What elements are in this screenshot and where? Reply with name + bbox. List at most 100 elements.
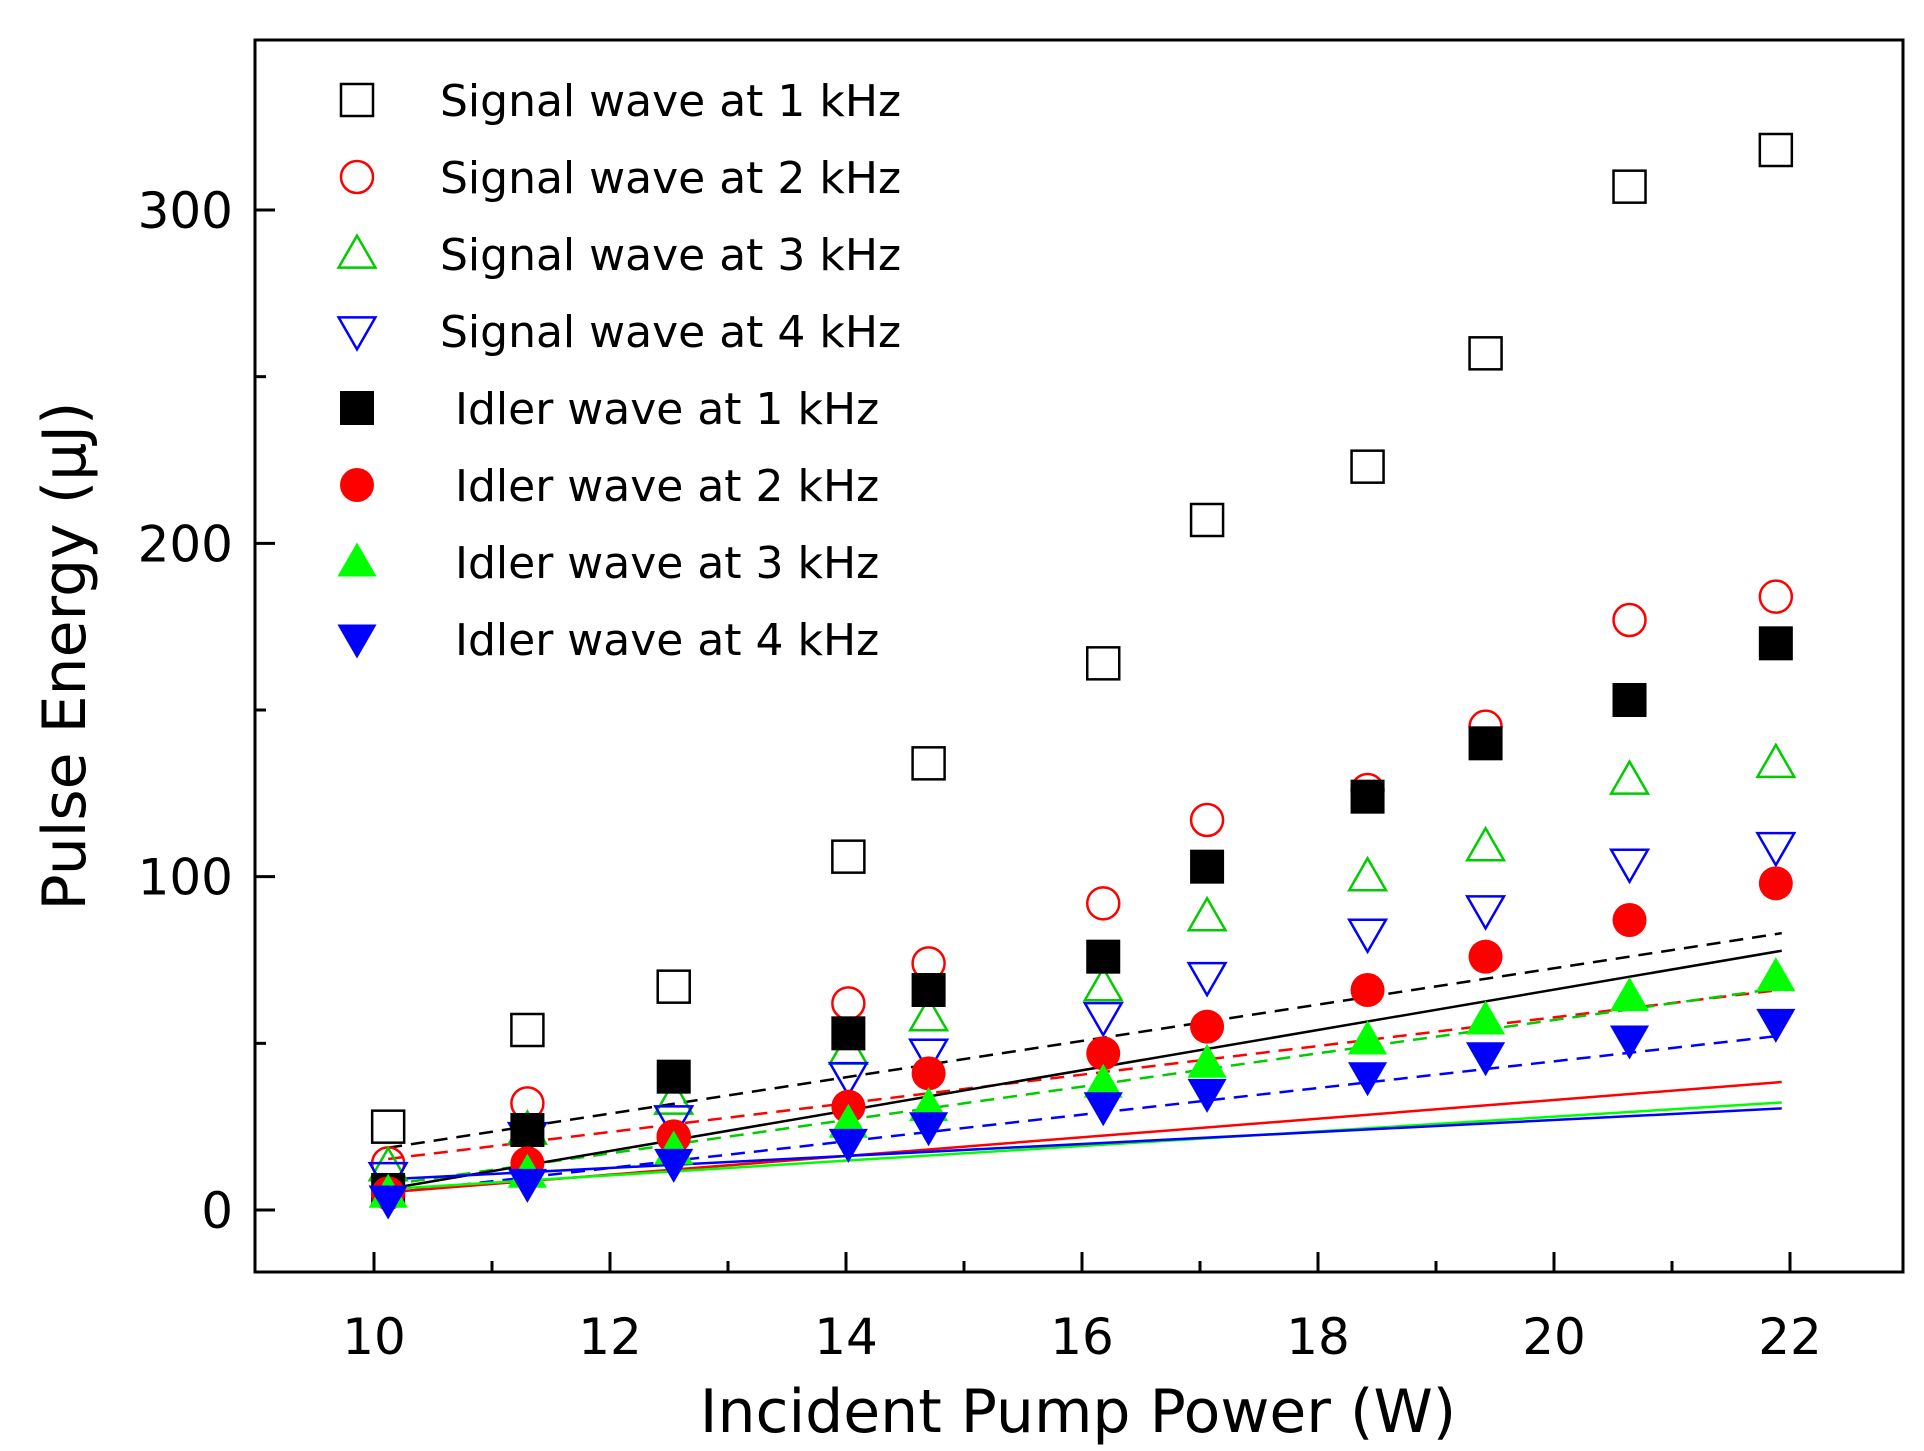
- legend-marker-6: [340, 468, 374, 502]
- data-point-s7-11: [1756, 957, 1796, 992]
- data-point-s4-9: [1464, 895, 1507, 931]
- data-point-s6-11: [1758, 866, 1793, 901]
- x-axis-title: Incident Pump Power (W): [700, 1377, 1456, 1447]
- data-point-s1-9: [1468, 336, 1503, 371]
- legend-label-3: Signal wave at 3 kHz: [440, 230, 901, 281]
- data-point-s1-10: [1612, 169, 1647, 204]
- data-point-s2-10: [1612, 602, 1647, 638]
- legend-label-6: Idler wave at 2 kHz: [455, 461, 879, 512]
- fit-line-1: [387, 931, 1782, 1149]
- legend-label-5: Idler wave at 1 kHz: [455, 384, 879, 435]
- data-point-s8-7: [1187, 1078, 1227, 1113]
- data-point-s1-6: [1085, 646, 1121, 681]
- legend-marker-3: [336, 233, 378, 269]
- data-point-s3-10: [1608, 759, 1651, 795]
- data-point-s5-9: [1468, 726, 1503, 761]
- data-point-s4-8: [1346, 918, 1389, 955]
- y-tick-label: 100: [138, 849, 233, 907]
- data-point-s4-6: [1082, 1001, 1124, 1038]
- legend-marker-2: [339, 159, 375, 195]
- x-tick-label: 20: [1522, 1308, 1586, 1366]
- legend: Signal wave at 1 kHz Signal wave at 2 kHz…: [336, 76, 901, 666]
- data-markers: [367, 132, 1797, 1220]
- data-point-s8-6: [1083, 1092, 1123, 1127]
- data-point-s5-7: [1190, 849, 1225, 884]
- data-point-s7-8: [1348, 1020, 1388, 1055]
- data-point-s5-8: [1350, 779, 1385, 814]
- fit-lines: [387, 931, 1782, 1195]
- data-point-s3-6: [1082, 965, 1124, 1002]
- fit-line-2: [388, 988, 1782, 1161]
- data-point-s2-6: [1085, 886, 1121, 921]
- data-point-s1-8: [1350, 449, 1385, 484]
- data-point-s8-5: [909, 1112, 949, 1147]
- data-point-s8-3: [654, 1148, 694, 1183]
- x-tick-label: 10: [342, 1308, 406, 1366]
- legend-marker-4: [336, 316, 378, 352]
- data-point-s8-11: [1756, 1008, 1796, 1043]
- legend-marker-8: [337, 624, 377, 659]
- data-point-s8-9: [1466, 1042, 1506, 1077]
- data-point-s6-8: [1350, 973, 1385, 1007]
- data-point-s7-9: [1466, 1000, 1506, 1035]
- data-point-s4-5: [908, 1038, 950, 1075]
- data-point-s3-3: [653, 1079, 695, 1115]
- data-point-s2-7: [1189, 802, 1225, 838]
- legend-marker-1: [339, 82, 375, 118]
- data-point-s5-5: [911, 973, 946, 1007]
- data-point-s1-3: [656, 969, 691, 1004]
- data-point-s5-6: [1086, 939, 1121, 974]
- data-point-s1-11: [1758, 132, 1794, 168]
- x-tick-label: 14: [814, 1308, 878, 1366]
- data-point-s8-2: [507, 1168, 547, 1203]
- data-point-s1-5: [911, 746, 946, 781]
- y-tick-label: 0: [201, 1182, 233, 1240]
- fit-line-8: [388, 1107, 1782, 1181]
- data-point-s5-3: [656, 1059, 691, 1094]
- legend-label-8: Idler wave at 4 kHz: [455, 615, 879, 666]
- data-point-s3-5: [908, 995, 950, 1032]
- data-point-s6-7: [1190, 1009, 1225, 1044]
- data-point-s4-4: [827, 1061, 869, 1098]
- data-point-s3-8: [1346, 855, 1389, 892]
- data-point-s4-7: [1186, 961, 1228, 998]
- data-point-s3-7: [1186, 895, 1228, 932]
- data-point-s1-2: [510, 1012, 545, 1048]
- y-axis-title: Pulse Energy (μJ): [30, 402, 100, 911]
- data-point-s7-7: [1187, 1043, 1227, 1078]
- data-point-s6-10: [1612, 903, 1647, 937]
- data-point-s7-10: [1609, 977, 1650, 1012]
- data-point-s3-11: [1755, 742, 1797, 779]
- data-point-s2-11: [1758, 579, 1794, 614]
- data-point-s7-6: [1083, 1063, 1123, 1098]
- data-point-s1-1: [370, 1109, 406, 1144]
- fit-line-5: [387, 949, 1782, 1191]
- legend-label-2: Signal wave at 2 kHz: [440, 153, 901, 204]
- x-tick-label: 18: [1286, 1308, 1350, 1366]
- data-point-s3-9: [1464, 825, 1507, 862]
- data-point-s1-7: [1189, 502, 1225, 538]
- legend-label-4: Signal wave at 4 kHz: [440, 307, 901, 358]
- fit-line-7: [388, 1101, 1782, 1191]
- x-tick-label: 22: [1758, 1308, 1822, 1366]
- legend-label-7: Idler wave at 3 kHz: [455, 538, 879, 589]
- data-point-s8-1: [368, 1185, 408, 1220]
- data-point-s1-4: [831, 839, 866, 874]
- data-point-s5-11: [1758, 626, 1793, 661]
- axes: 10 12 14 16 18 20 22 0 100 200 300: [138, 182, 1822, 1366]
- data-point-s5-2: [510, 1113, 545, 1147]
- data-point-s4-11: [1755, 831, 1797, 868]
- data-point-s4-10: [1608, 848, 1651, 885]
- fit-line-3: [387, 986, 1782, 1186]
- data-point-s5-4: [831, 1016, 866, 1051]
- legend-marker-5: [340, 391, 374, 425]
- x-tick-label: 12: [578, 1308, 642, 1366]
- data-point-s6-5: [911, 1056, 946, 1091]
- data-point-s6-9: [1468, 939, 1503, 974]
- x-tick-label: 16: [1050, 1308, 1114, 1366]
- data-point-s8-10: [1609, 1025, 1650, 1060]
- plot-frame: [253, 38, 1905, 1274]
- data-point-s5-10: [1612, 683, 1647, 717]
